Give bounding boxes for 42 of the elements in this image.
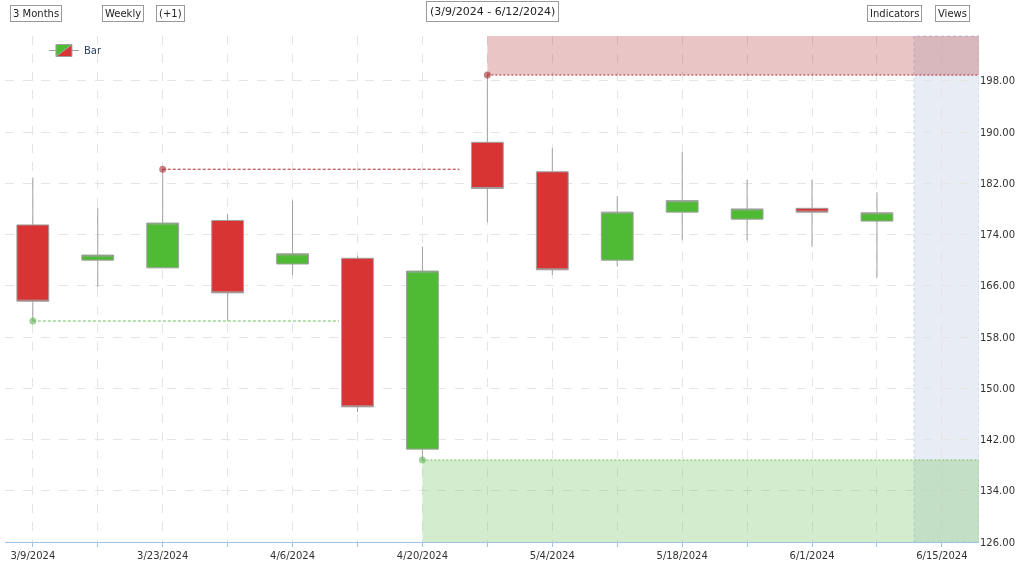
y-tick-label: 158.00 — [980, 331, 1015, 343]
candlestick — [795, 178, 829, 248]
candlestick — [665, 151, 699, 241]
text: Views — [938, 8, 967, 19]
y-tick-label: 174.00 — [980, 229, 1015, 241]
x-tick-label: 4/20/2024 — [396, 550, 449, 561]
candlestick — [860, 191, 894, 278]
text: (+1) — [159, 8, 182, 19]
candlestick — [81, 207, 115, 288]
point — [159, 165, 167, 173]
point — [418, 456, 426, 464]
y-tick-label: 182.00 — [980, 177, 1015, 189]
x-tick-label: 3/23/2024 — [137, 550, 189, 561]
point — [29, 317, 37, 325]
candlestick — [211, 213, 245, 322]
candlestick — [470, 74, 504, 223]
candlestick — [600, 195, 634, 268]
y-tick-label: 166.00 — [980, 280, 1015, 292]
candlestick — [730, 178, 764, 241]
text: 3 Months — [13, 8, 60, 19]
point — [483, 71, 491, 79]
text: Weekly — [105, 8, 142, 19]
candlestick — [276, 200, 309, 276]
y-tick-label: 142.00 — [980, 434, 1015, 446]
x-tick-label: 6/1/2024 — [789, 550, 835, 561]
x-tick-label: 4/6/2024 — [270, 550, 316, 561]
candlestick — [16, 177, 50, 322]
x-tick-label: 5/4/2024 — [529, 550, 575, 561]
y-tick-label: 190.00 — [980, 126, 1015, 138]
candlestick — [341, 255, 374, 413]
x-tick-label: 5/18/2024 — [656, 550, 708, 561]
x-tick-label: 6/15/2024 — [916, 550, 968, 561]
chart-title: (3/9/2024 - 6/12/2024) — [430, 5, 556, 18]
y-tick-label: 126.00 — [980, 536, 1015, 548]
y-tick-label: 150.00 — [980, 382, 1015, 394]
y-tick-label: 134.00 — [980, 485, 1015, 497]
candlestick — [535, 147, 569, 276]
x-tick-label: 3/9/2024 — [10, 550, 56, 561]
text: Indicators — [870, 8, 920, 19]
candlestick — [146, 168, 180, 269]
y-tick-label: 198.00 — [980, 75, 1015, 87]
legend-label: Bar — [83, 45, 102, 57]
